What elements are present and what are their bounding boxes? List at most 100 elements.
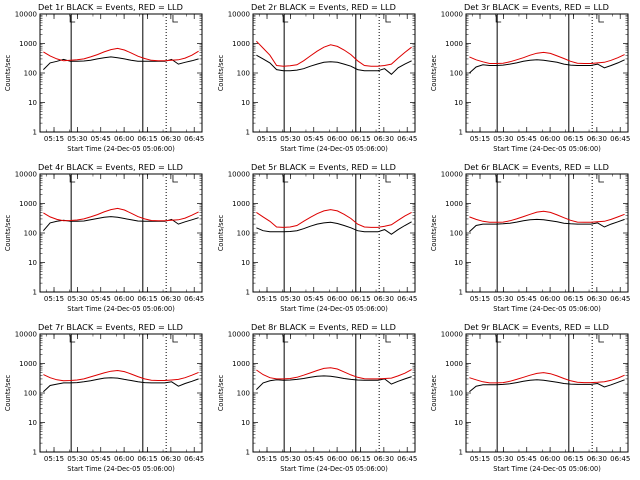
detector-plot-5: Det 5r BLACK = Events, RED = LLD Counts/s…: [217, 162, 417, 313]
x-tick-label: 06:00: [540, 135, 560, 143]
x-tick-label: 05:15: [470, 455, 490, 463]
events-series-line: [469, 59, 625, 74]
y-tick-label: 100: [450, 230, 463, 238]
events-series-line: [469, 379, 625, 393]
x-tick-label: 05:15: [257, 295, 277, 303]
x-tick-label: 06:30: [374, 135, 394, 143]
x-tick-label: 06:15: [563, 135, 583, 143]
y-tick-label: 100: [450, 390, 463, 398]
x-tick-label: 06:45: [184, 455, 204, 463]
y-tick-label: 10000: [441, 331, 463, 339]
x-tick-label: 06:30: [374, 295, 394, 303]
plot-title: Det 5r BLACK = Events, RED = LLD: [251, 162, 396, 172]
x-tick-label: 06:15: [350, 455, 370, 463]
x-tick-label: 06:30: [587, 455, 607, 463]
x-tick-label: 05:15: [44, 135, 64, 143]
x-tick-label: 05:30: [67, 455, 87, 463]
x-tick-label: 06:45: [610, 455, 630, 463]
lld-series-line: [256, 40, 412, 67]
y-tick-label: 1: [246, 289, 250, 297]
x-axis-label: Start Time (24-Dec-05 05:06:00): [280, 305, 388, 313]
x-tick-label: 05:15: [44, 455, 64, 463]
x-tick-label: 06:45: [610, 135, 630, 143]
interval-marker: [282, 335, 289, 343]
x-tick-label: 06:15: [350, 135, 370, 143]
events-series-line: [43, 56, 199, 70]
plot-frame: [39, 333, 203, 453]
x-tick-label: 06:45: [397, 295, 417, 303]
events-series-line: [256, 375, 412, 390]
detector-plot-8: Det 8r BLACK = Events, RED = LLD Counts/s…: [217, 322, 417, 473]
y-tick-label: 1: [33, 129, 37, 137]
interval-marker: [69, 15, 76, 23]
x-tick-label: 05:45: [304, 135, 324, 143]
y-tick-label: 1: [246, 449, 250, 457]
interval-marker: [172, 15, 178, 23]
y-tick-label: 1: [246, 129, 250, 137]
interval-marker: [385, 175, 391, 183]
lld-series-line: [43, 47, 199, 62]
y-axis-label: Counts/sec: [4, 214, 12, 251]
x-tick-label: 05:45: [517, 295, 537, 303]
x-tick-label: 06:45: [184, 295, 204, 303]
plot-title: Det 2r BLACK = Events, RED = LLD: [251, 2, 396, 12]
lld-series-line: [256, 367, 412, 380]
lld-series-line: [43, 207, 199, 222]
x-tick-label: 06:15: [563, 295, 583, 303]
interval-marker: [385, 335, 391, 343]
y-tick-label: 100: [24, 390, 37, 398]
x-tick-label: 05:30: [67, 295, 87, 303]
x-axis-label: Start Time (24-Dec-05 05:06:00): [493, 145, 601, 153]
x-axis-label: Start Time (24-Dec-05 05:06:00): [280, 465, 388, 473]
y-tick-label: 10: [454, 99, 463, 107]
y-tick-label: 1000: [232, 360, 250, 368]
x-axis-label: Start Time (24-Dec-05 05:06:00): [493, 305, 601, 313]
x-axis-label: Start Time (24-Dec-05 05:06:00): [493, 465, 601, 473]
lld-series-line: [469, 210, 625, 223]
x-tick-label: 05:30: [280, 135, 300, 143]
x-tick-label: 05:15: [257, 455, 277, 463]
y-tick-label: 1000: [19, 360, 37, 368]
x-tick-label: 06:45: [397, 455, 417, 463]
x-tick-label: 06:30: [161, 135, 181, 143]
x-tick-label: 06:00: [540, 295, 560, 303]
x-axis-label: Start Time (24-Dec-05 05:06:00): [67, 305, 175, 313]
x-tick-label: 06:15: [137, 295, 157, 303]
detector-plot-9: Det 9r BLACK = Events, RED = LLD Counts/s…: [430, 322, 630, 473]
y-axis-label: Counts/sec: [430, 214, 438, 251]
y-tick-label: 1000: [232, 40, 250, 48]
plot-title: Det 1r BLACK = Events, RED = LLD: [38, 2, 183, 12]
y-tick-label: 10: [454, 259, 463, 267]
y-tick-label: 1: [459, 289, 463, 297]
interval-marker: [69, 335, 76, 343]
y-axis-label: Counts/sec: [217, 214, 225, 251]
interval-marker: [495, 15, 502, 23]
x-tick-label: 06:15: [137, 455, 157, 463]
x-tick-label: 05:30: [67, 135, 87, 143]
x-tick-label: 06:00: [114, 295, 134, 303]
interval-marker: [598, 175, 604, 183]
events-series-line: [43, 377, 199, 393]
y-tick-label: 100: [237, 70, 250, 78]
y-tick-label: 1000: [445, 360, 463, 368]
x-tick-label: 06:30: [161, 455, 181, 463]
x-tick-label: 05:15: [470, 295, 490, 303]
x-tick-label: 05:30: [280, 455, 300, 463]
x-tick-label: 06:00: [327, 135, 347, 143]
y-tick-label: 1000: [19, 200, 37, 208]
y-tick-label: 10: [454, 419, 463, 427]
y-tick-label: 10000: [15, 171, 37, 179]
y-axis-label: Counts/sec: [4, 374, 12, 411]
x-tick-label: 06:15: [563, 455, 583, 463]
y-tick-label: 1000: [19, 40, 37, 48]
interval-marker: [598, 335, 604, 343]
plot-frame: [465, 333, 629, 453]
y-tick-label: 100: [24, 230, 37, 238]
x-tick-label: 06:30: [374, 455, 394, 463]
interval-marker: [495, 175, 502, 183]
x-tick-label: 06:00: [327, 295, 347, 303]
y-tick-label: 1: [33, 449, 37, 457]
interval-marker: [172, 175, 178, 183]
plot-title: Det 3r BLACK = Events, RED = LLD: [464, 2, 609, 12]
